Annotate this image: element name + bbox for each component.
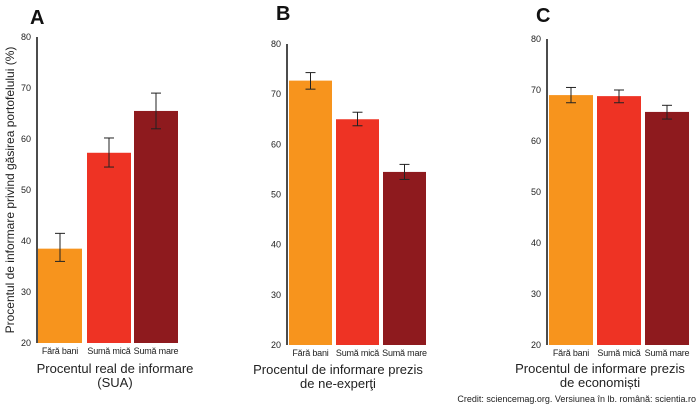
y-tick-label: 40 — [531, 238, 541, 248]
y-tick-label: 30 — [531, 289, 541, 299]
x-category-label: Sumă mică — [597, 348, 640, 358]
x-category-label: Sumă mare — [645, 348, 690, 358]
bar — [645, 111, 689, 346]
x-axis-title: Procentul de informare prezis — [515, 361, 685, 376]
bar — [38, 248, 82, 343]
x-category-label: Sumă mică — [87, 346, 130, 356]
y-tick-label: 50 — [531, 187, 541, 197]
y-tick-label: 40 — [271, 240, 281, 250]
x-category-label: Sumă mică — [336, 348, 379, 358]
x-axis-title: (SUA) — [97, 375, 132, 390]
y-tick-label: 70 — [21, 83, 31, 93]
y-tick-label: 80 — [21, 32, 31, 42]
x-axis-title: de economiști — [560, 375, 640, 390]
panel-letter: C — [536, 5, 550, 27]
bar — [134, 110, 178, 343]
y-tick-label: 80 — [531, 34, 541, 44]
bar — [549, 95, 593, 345]
x-category-label: Fără bani — [292, 348, 328, 358]
x-axis-title: Procentul real de informare — [37, 361, 194, 376]
bar — [597, 96, 641, 346]
bar — [336, 119, 379, 345]
bar — [87, 152, 131, 343]
bar — [289, 80, 332, 345]
y-axis-title: Procentul de informare privind găsirea p… — [3, 47, 17, 334]
y-tick-label: 20 — [21, 338, 31, 348]
y-tick-label: 30 — [271, 290, 281, 300]
y-tick-label: 80 — [271, 39, 281, 49]
y-tick-label: 20 — [271, 340, 281, 350]
y-tick-label: 60 — [271, 139, 281, 149]
y-tick-label: 70 — [531, 85, 541, 95]
x-category-label: Fără bani — [42, 346, 78, 356]
y-tick-label: 60 — [21, 134, 31, 144]
y-tick-label: 70 — [271, 89, 281, 99]
x-axis-title: Procentul de informare prezis — [253, 362, 423, 377]
x-category-label: Fără bani — [553, 348, 589, 358]
x-category-label: Sumă mare — [382, 348, 427, 358]
x-axis-title: de ne-experţi — [300, 376, 376, 391]
y-tick-label: 60 — [531, 136, 541, 146]
y-tick-label: 50 — [21, 185, 31, 195]
panel-letter: A — [30, 7, 44, 29]
y-tick-label: 20 — [531, 340, 541, 350]
y-tick-label: 30 — [21, 287, 31, 297]
y-tick-label: 40 — [21, 236, 31, 246]
bar — [383, 171, 426, 345]
credit-text: Credit: sciencemag.org. Versiunea în lb.… — [457, 394, 696, 404]
panel-letter: B — [276, 3, 290, 25]
y-tick-label: 50 — [271, 190, 281, 200]
x-category-label: Sumă mare — [134, 346, 179, 356]
